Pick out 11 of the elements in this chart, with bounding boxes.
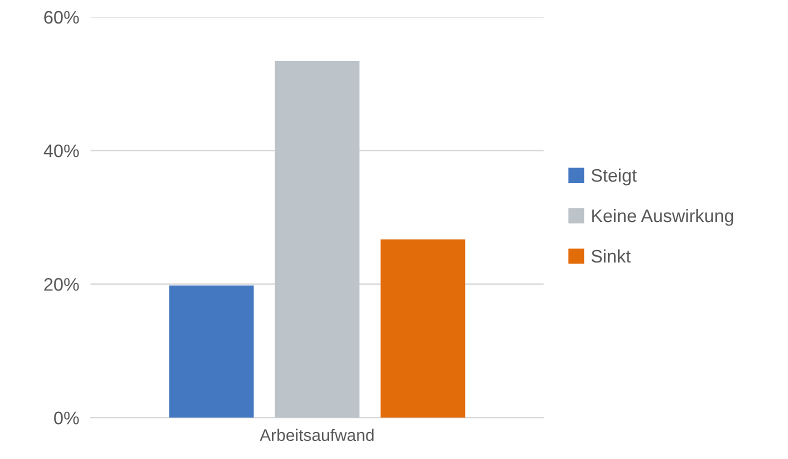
legend-label: Steigt — [592, 168, 637, 186]
y-tick-label: 0% — [54, 412, 79, 424]
legend-label: Sinkt — [592, 249, 631, 263]
y-tick-label: 40% — [44, 144, 79, 158]
bar — [169, 285, 254, 418]
bar — [380, 239, 466, 418]
x-tick-label: Arbeitsaufwand — [260, 428, 374, 442]
legend-label: Keine Auswirkung — [592, 208, 734, 226]
y-tick-label: 20% — [44, 278, 79, 291]
y-tick-label: 60% — [44, 10, 79, 24]
bar — [274, 61, 360, 418]
